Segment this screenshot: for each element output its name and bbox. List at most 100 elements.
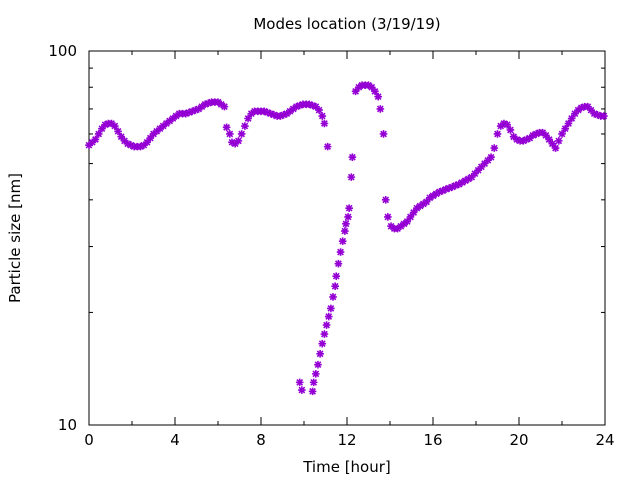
data-point (181, 109, 190, 118)
data-point (355, 83, 363, 92)
data-point (477, 163, 486, 171)
data-point (590, 109, 599, 118)
data-point (493, 130, 502, 138)
data-point (85, 141, 93, 149)
data-point (98, 124, 106, 133)
data-point (123, 139, 132, 148)
data-point (292, 102, 301, 111)
data-point (298, 386, 306, 394)
data-point (467, 173, 476, 181)
data-point (542, 131, 550, 140)
data-point (308, 101, 317, 110)
data-point (204, 99, 213, 108)
data-point (564, 119, 573, 128)
data-point (458, 178, 466, 187)
data-point (156, 124, 164, 133)
data-point (419, 200, 428, 208)
data-point (506, 126, 515, 134)
y-tick-label: 100 (48, 42, 77, 60)
data-point (379, 130, 388, 138)
data-point (324, 312, 333, 321)
data-point (237, 130, 246, 138)
data-point (222, 123, 231, 132)
data-point (448, 183, 457, 191)
x-tick-label: 12 (337, 431, 356, 449)
data-point (342, 220, 350, 228)
data-point (111, 122, 119, 130)
data-point (347, 173, 356, 181)
chart-title: Modes location (3/19/19) (253, 15, 440, 33)
data-point (548, 139, 557, 148)
data-point (554, 137, 563, 145)
data-point (266, 109, 275, 118)
data-point (348, 153, 357, 162)
data-point (94, 130, 103, 138)
data-point (558, 130, 566, 138)
data-point (455, 180, 463, 189)
data-point (334, 259, 343, 268)
data-point (374, 92, 382, 101)
data-point (371, 87, 379, 96)
data-point (422, 198, 431, 206)
data-point (341, 227, 349, 235)
data-point (593, 111, 602, 119)
data-point (532, 130, 540, 138)
data-point (127, 141, 135, 149)
data-point (522, 135, 531, 144)
data-point (336, 248, 345, 256)
data-point (320, 330, 329, 338)
data-point (376, 105, 385, 113)
data-point (474, 166, 482, 175)
data-point (513, 135, 521, 144)
data-point (201, 100, 209, 109)
data-point (384, 213, 392, 221)
x-tick-label: 8 (256, 431, 266, 449)
data-point (149, 130, 158, 138)
data-point (435, 188, 444, 196)
data-point (327, 304, 335, 313)
data-point (226, 130, 234, 138)
data-point (315, 106, 323, 114)
data-point (451, 181, 460, 190)
data-point (241, 122, 249, 130)
data-point (309, 378, 318, 387)
data-point (234, 137, 243, 145)
data-point (231, 139, 239, 148)
x-axis-label: Time [hour] (302, 458, 391, 476)
data-point (279, 111, 288, 119)
data-point (567, 114, 576, 123)
data-point (107, 119, 116, 128)
data-point (525, 134, 534, 142)
data-point (571, 109, 579, 118)
data-point (114, 127, 122, 136)
data-point (551, 144, 560, 152)
data-point (487, 153, 495, 162)
data-point (188, 107, 196, 116)
data-point (220, 102, 229, 111)
data-point (159, 122, 167, 130)
data-point (295, 378, 304, 387)
plot-frame (88, 50, 606, 426)
data-point (432, 190, 441, 198)
data-point (88, 138, 97, 147)
data-point (312, 370, 320, 378)
data-point (165, 117, 174, 125)
data-point (169, 114, 177, 123)
data-point (425, 194, 434, 202)
data-point (318, 112, 327, 120)
data-point (344, 213, 352, 221)
data-point (496, 122, 505, 130)
data-point (152, 127, 161, 136)
axis-ticks: 0 4 8 12 16 20 24 10 100 (48, 42, 614, 449)
data-point (316, 350, 324, 358)
data-markers (85, 81, 608, 396)
data-point (318, 339, 327, 348)
y-tick-label: 10 (58, 416, 77, 434)
data-point (409, 208, 418, 217)
data-point (351, 87, 360, 96)
data-point (101, 120, 109, 129)
data-point (140, 141, 148, 149)
data-point (490, 144, 499, 152)
data-point (438, 186, 447, 195)
